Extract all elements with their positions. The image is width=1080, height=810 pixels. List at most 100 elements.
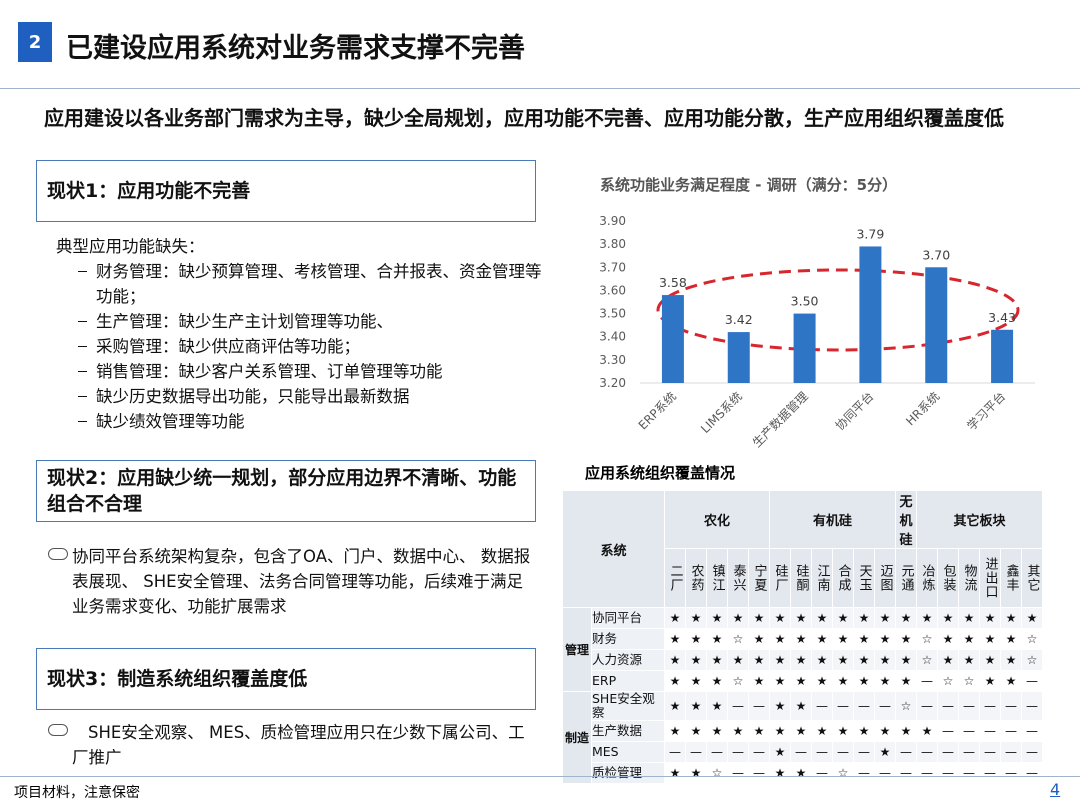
- table-cell: ★: [895, 607, 917, 629]
- y-tick-label: 3.30: [599, 353, 626, 367]
- table-cell: ★: [958, 628, 980, 650]
- row-label: 质检管理: [591, 762, 665, 784]
- table-cell: ★: [769, 670, 791, 692]
- status-text: 协同平台系统架构复杂，包含了OA、门户、数据中心、 数据报表展现、 SHE安全管…: [72, 547, 531, 616]
- table-cell: ☆: [1021, 649, 1043, 671]
- y-tick-label: 3.20: [599, 376, 626, 390]
- table-cell: —: [748, 762, 770, 784]
- column-header: 包装: [937, 548, 959, 608]
- table-cell: ★: [1021, 607, 1043, 629]
- table-cell: ☆: [895, 691, 917, 721]
- table-cell: ★: [790, 649, 812, 671]
- row-label: 人力资源: [591, 649, 665, 671]
- table-cell: —: [811, 691, 833, 721]
- column-header: 元通: [895, 548, 917, 608]
- table-row: MES — — — — — ★ — — — — ★ — — — — — — —: [563, 741, 1043, 763]
- table-cell: —: [1021, 741, 1043, 763]
- table-cell: ★: [1000, 628, 1022, 650]
- column-header: 二厂: [664, 548, 686, 608]
- table-cell: ★: [748, 607, 770, 629]
- table-cell: —: [1000, 691, 1022, 721]
- table-cell: ★: [664, 720, 686, 742]
- table-cell: —: [895, 762, 917, 784]
- table-cell: ★: [790, 691, 812, 721]
- x-tick-label: 协同平台: [832, 389, 877, 434]
- system-header: 系统: [562, 490, 665, 608]
- table-cell: ★: [895, 628, 917, 650]
- table-row: 管理 协同平台 ★ ★ ★ ★ ★ ★ ★ ★ ★ ★ ★ ★ ★ ★ ★ ★ ★ ★: [562, 607, 1043, 692]
- list-item: 采购管理：缺少供应商评估等功能；: [56, 334, 546, 359]
- y-tick-label: 3.60: [599, 283, 626, 297]
- table-cell: ★: [853, 628, 875, 650]
- table-cell: —: [853, 741, 875, 763]
- bar: [661, 295, 684, 383]
- table-cell: ★: [790, 720, 812, 742]
- table-cell: —: [937, 720, 959, 742]
- column-header: 物流: [958, 548, 980, 608]
- group-header: 农化: [664, 490, 770, 549]
- table-cell: ★: [811, 607, 833, 629]
- table-cell: ★: [811, 649, 833, 671]
- table-cell: ★: [664, 762, 686, 784]
- table-cell: ★: [769, 628, 791, 650]
- table-cell: ☆: [832, 762, 854, 784]
- table-row: 质检管理 ★ ★ ☆ — — ★ ★ — ☆ — — — — — — — — —: [563, 762, 1043, 784]
- y-tick-label: 3.90: [599, 214, 626, 228]
- x-tick-label: 生产数据管理: [749, 389, 811, 451]
- table-cell: ★: [874, 720, 896, 742]
- table-cell: ★: [769, 762, 791, 784]
- column-header: 江南: [811, 548, 833, 608]
- y-tick-label: 3.40: [599, 330, 626, 344]
- table-cell: ★: [685, 670, 707, 692]
- table-cell: ★: [706, 607, 728, 629]
- status-heading: 现状2：应用缺少统一规划，部分应用边界不清晰、功能组合不合理: [36, 460, 536, 522]
- list-item: 缺少历史数据导出功能，只能导出最新数据: [56, 384, 546, 409]
- list-item: 缺少绩效管理等功能: [56, 409, 546, 434]
- bullet-dash: [78, 421, 87, 422]
- table-cell: —: [727, 762, 749, 784]
- row-label: 协同平台: [591, 607, 665, 629]
- table-cell: ★: [895, 670, 917, 692]
- table-cell: ★: [916, 607, 938, 629]
- column-header: 迈图: [874, 548, 896, 608]
- row-label: MES: [591, 741, 665, 763]
- table-cell: —: [832, 741, 854, 763]
- table-cell: —: [748, 741, 770, 763]
- column-header: 天玉: [853, 548, 875, 608]
- table-cell: ★: [832, 649, 854, 671]
- table-cell: —: [895, 741, 917, 763]
- highlight-ellipse: [656, 268, 1020, 352]
- x-tick-label: HR系统: [903, 389, 942, 428]
- table-cell: —: [874, 762, 896, 784]
- table-cell: ★: [769, 691, 791, 721]
- table-cell: ★: [748, 720, 770, 742]
- table-cell: ★: [706, 649, 728, 671]
- table-cell: ★: [1000, 649, 1022, 671]
- column-header: 宁夏: [748, 548, 770, 608]
- table-cell: —: [1021, 762, 1043, 784]
- table-cell: ★: [685, 607, 707, 629]
- column-header: 其它: [1021, 548, 1043, 608]
- table-cell: ★: [769, 720, 791, 742]
- table-cell: ★: [706, 720, 728, 742]
- table-cell: ★: [706, 691, 728, 721]
- table-cell: —: [916, 691, 938, 721]
- table-cell: ★: [727, 720, 749, 742]
- table-cell: ★: [1000, 607, 1022, 629]
- group-header: 其它板块: [916, 490, 1043, 549]
- table-cell: ★: [685, 649, 707, 671]
- table-cell: ★: [874, 649, 896, 671]
- table-cell: —: [1021, 720, 1043, 742]
- table-cell: ★: [685, 628, 707, 650]
- item-text: 财务管理：缺少预算管理、考核管理、合并报表、资金管理等功能；: [96, 262, 542, 306]
- table-cell: —: [979, 691, 1001, 721]
- table-cell: ☆: [1021, 628, 1043, 650]
- table-cell: —: [979, 741, 1001, 763]
- row-label: 财务: [591, 628, 665, 650]
- row-label: 生产数据: [591, 720, 665, 742]
- table-row: ERP ★ ★ ★ ☆ ★ ★ ★ ★ ★ ★ ★ ★ — ☆ ☆ ★ ★ —: [563, 670, 1043, 692]
- table-cell: —: [685, 741, 707, 763]
- table-cell: ★: [979, 649, 1001, 671]
- subtitle: 应用建设以各业务部门需求为主导，缺少全局规划，应用功能不完善、应用功能分散，生产…: [44, 106, 1004, 130]
- table-cell: ★: [874, 607, 896, 629]
